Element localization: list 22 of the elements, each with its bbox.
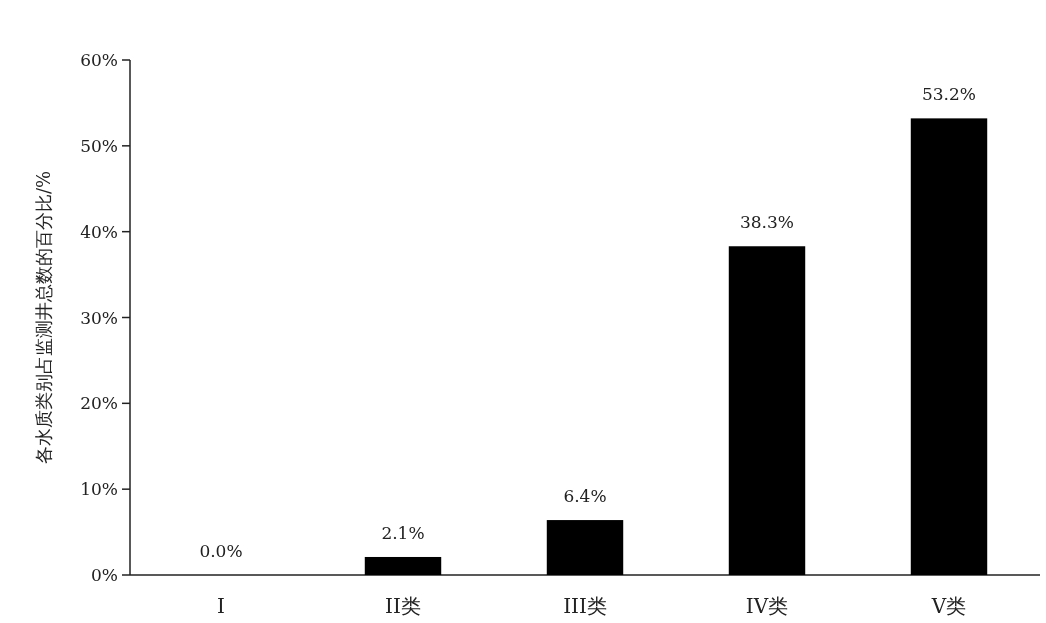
x-tick-label: III类: [563, 594, 607, 618]
y-tick-label: 10%: [80, 479, 118, 500]
bar: [364, 556, 442, 575]
bar: [546, 520, 624, 575]
y-tick-label: 40%: [80, 221, 118, 242]
data-label: 53.2%: [921, 84, 977, 105]
y-tick-label: 0%: [91, 565, 118, 585]
y-tick-label: 30%: [80, 307, 118, 328]
data-label: 6.4%: [563, 486, 607, 507]
y-axis-title: 各水质类别占监测井总数的百分比/%: [33, 170, 54, 465]
data-label: 2.1%: [381, 522, 425, 543]
y-tick-label: 20%: [80, 393, 118, 414]
x-tick-label: I: [217, 594, 225, 618]
x-tick-label: V类: [930, 594, 967, 618]
y-tick-label: 50%: [80, 135, 118, 156]
x-tick-label: II类: [385, 594, 421, 618]
bar: [910, 118, 988, 575]
data-label: 38.3%: [739, 212, 795, 233]
y-tick-label: 60%: [80, 50, 118, 70]
data-label: 0.0%: [199, 541, 243, 561]
bar: [728, 246, 806, 575]
x-tick-label: IV类: [745, 594, 789, 618]
